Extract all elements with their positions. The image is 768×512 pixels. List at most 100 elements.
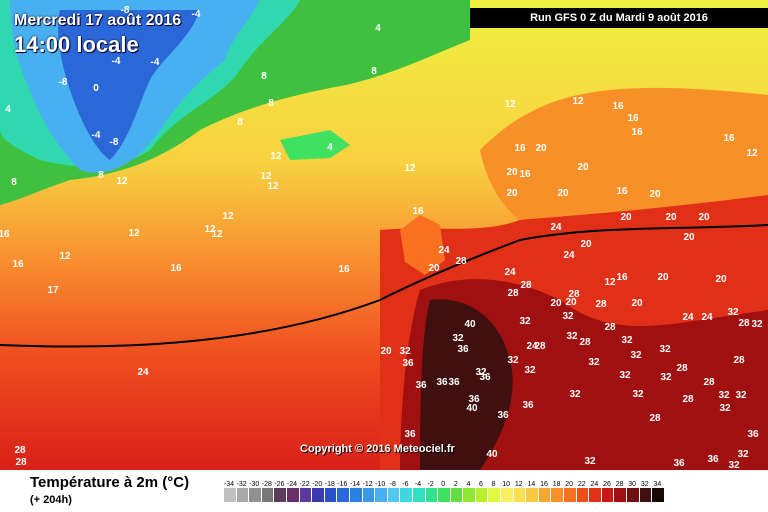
isotherm-label: 16 (612, 101, 624, 112)
scale-label: -10 (375, 481, 386, 488)
isotherm-label: 20 (380, 346, 392, 357)
scale-label: -14 (349, 481, 361, 488)
isotherm-label: 24 (682, 312, 694, 323)
isotherm-label: 20 (550, 298, 562, 309)
isotherm-label: 28 (682, 394, 694, 405)
isotherm-label: 32 (524, 365, 536, 376)
isotherm-label: 36 (468, 394, 480, 405)
scale-swatch (412, 488, 426, 502)
greenland-core (58, 10, 200, 160)
isotherm-label: 32 (727, 307, 739, 318)
scale-label: -12 (362, 481, 373, 488)
scale-label: -22 (299, 481, 310, 488)
isotherm-label: -4 (92, 130, 101, 141)
isotherm-label: 20 (580, 239, 592, 250)
isotherm-label: 28 (733, 355, 745, 366)
run-info: Run GFS 0 Z du Mardi 9 août 2016 (470, 8, 768, 28)
isotherm-label: 36 (436, 377, 448, 388)
legend: Température à 2m (°C) (+ 204h) -34 -32 -30… (0, 470, 768, 512)
isotherm-label: 36 (415, 380, 427, 391)
scale-swatch (576, 488, 590, 502)
isotherm-label: 32 (588, 357, 600, 368)
iceland (280, 130, 350, 160)
isotherm-label: 20 (565, 297, 577, 308)
scale-swatch (551, 488, 565, 502)
isotherm-label: 4 (5, 104, 11, 115)
isotherm-label: 16 (170, 263, 182, 274)
isotherm-label: 12 (211, 229, 223, 240)
isotherm-label: 28 (507, 288, 519, 299)
isotherm-label: 32 (399, 346, 411, 357)
isotherm-label: -8 (59, 77, 68, 88)
isotherm-label: 16 (514, 143, 526, 154)
isotherm-label: 28 (455, 256, 467, 267)
isotherm-label: 32 (728, 460, 740, 470)
isotherm-label: 20 (535, 143, 547, 154)
isotherm-label: 8 (261, 71, 267, 82)
scale-label: 24 (590, 481, 599, 488)
isotherm-label: 12 (504, 99, 516, 110)
scale-swatch (312, 488, 325, 502)
isotherm-label: 16 (627, 113, 639, 124)
scale-label: -8 (389, 481, 396, 488)
scale-label: 34 (653, 481, 662, 488)
isotherm-label: 32 (660, 372, 672, 383)
scale-label: 26 (603, 481, 611, 488)
isotherm-label: 24 (504, 267, 516, 278)
legend-title: Température à 2m (°C) (30, 474, 190, 491)
isotherm-label: 28 (568, 289, 580, 300)
isotherm-label: 28 (579, 337, 591, 348)
scale-swatch (362, 488, 376, 502)
isotherm-20 (0, 224, 768, 348)
isotherm-label: 8 (371, 66, 377, 77)
scale-label: -16 (337, 481, 348, 488)
isotherm-label: 28 (649, 413, 661, 424)
isotherm-label: 28 (15, 457, 27, 468)
scale-swatch (627, 488, 640, 502)
isotherm-label: 36 (448, 377, 460, 388)
isotherm-label: 20 (657, 272, 669, 283)
scale-swatch (639, 488, 653, 502)
scale-swatch (601, 488, 615, 502)
isotherm-label: 20 (506, 167, 518, 178)
isotherm-label: 40 (486, 449, 498, 460)
scale-swatch (526, 488, 539, 502)
isotherm-label: 16 (12, 259, 24, 270)
isotherm-label: 16 (631, 127, 643, 138)
isotherm-label: 20 (649, 189, 661, 200)
isotherm-label: 16 (519, 169, 531, 180)
scale-label: 2 (453, 481, 458, 488)
isotherm-label: 16 (723, 133, 735, 144)
isotherm-label: 8 (268, 98, 274, 109)
isotherm-label: 24 (701, 312, 713, 323)
isotherm-label: 8 (237, 117, 243, 128)
isotherm-label: 20 (557, 188, 569, 199)
isotherm-label: 8 (98, 170, 104, 181)
scale-label: 32 (640, 481, 649, 488)
temperature-map: -8 -4 4 -4 -4 -8 8 8 0 4 -4 -8 8 8 12 12 16 16 16 16 4 12 16 20… (0, 0, 768, 470)
scale-swatch (261, 488, 275, 502)
isotherm-label: 16 (338, 264, 350, 275)
isotherm-label: 32 (562, 311, 574, 322)
scale-label: 16 (540, 481, 548, 488)
isotherm-label: 20 (715, 274, 727, 285)
isotherm-label: 20 (506, 188, 518, 199)
isotherm-label: 32 (719, 403, 731, 414)
isotherm-label: 20 (428, 263, 440, 274)
scale-label: -26 (274, 481, 285, 488)
isotherm-label: 12 (267, 181, 279, 192)
scale-swatch (425, 488, 439, 502)
scale-label: 18 (552, 481, 561, 488)
color-scale (224, 488, 665, 502)
scale-label: -32 (236, 481, 247, 488)
isotherm-label: 32 (619, 370, 631, 381)
isotherm-label: 32 (584, 456, 596, 467)
legend-subtitle: (+ 204h) (30, 494, 72, 506)
scale-swatch (463, 488, 476, 502)
scale-label: -6 (402, 481, 409, 488)
isotherm-label: 16 (412, 206, 424, 217)
scale-label: -18 (324, 481, 335, 488)
scale-swatch (438, 488, 451, 502)
scale-label: -2 (427, 481, 434, 488)
